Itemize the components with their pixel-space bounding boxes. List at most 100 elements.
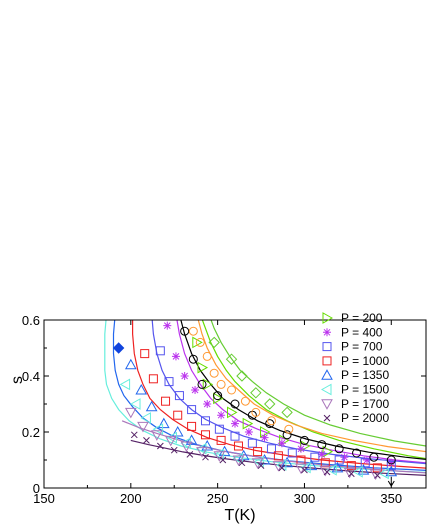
data-point-s2-4 [191,386,200,394]
data-point-s3-3 [174,391,184,401]
data-point-s7-1 [124,407,137,419]
data-point-s5-8 [218,445,231,457]
data-point-s6-14 [352,465,363,478]
data-point-s7-9 [251,458,264,469]
fit-curve-6 [104,320,426,473]
data-point-s6-13 [326,463,337,476]
data-point-s4-14 [372,463,382,473]
legend-marker-2 [323,328,331,337]
legend-marker-6 [320,383,332,396]
data-point-s7-5 [180,441,193,453]
y-tick-label-4: 0.6 [22,313,40,328]
data-point-s3-6 [214,424,224,434]
data-point-s2-14 [362,456,371,464]
data-point-s10-4 [209,368,219,378]
data-point-s9-4 [213,391,223,401]
data-point-s11-5 [264,398,276,410]
data-point-s3-10 [287,448,297,458]
data-point-s3-11 [310,452,320,462]
data-point-s3-9 [266,444,276,454]
data-point-s10-2 [195,337,205,347]
data-point-s8-2 [143,437,150,444]
data-point-s10-7 [240,396,250,406]
data-point-s2-11 [296,444,305,453]
data-point-s5-6 [185,434,198,445]
data-point-s9-10 [317,440,327,450]
legend-label-5: P = 1350 [341,368,389,382]
data-point-s1-4 [202,378,214,391]
data-point-s6-5 [166,431,177,444]
data-point-s4-4 [173,410,183,420]
x-tick-label-4: 300 [294,491,316,506]
data-point-s7-6 [196,447,208,458]
data-point-s8-11 [301,466,308,474]
x-tick-label-2: 200 [120,491,142,506]
data-point-s1-7 [242,417,254,430]
data-point-s9-14 [386,455,396,465]
data-point-s2-5 [203,400,212,408]
data-point-s8-12 [323,468,331,476]
data-point-s6-2 [129,398,141,410]
data-point-s7-4 [164,435,177,447]
data-point-s2-2 [171,352,180,361]
legend-marker-3 [322,342,332,352]
y-tick-label-1: 0 [33,481,40,496]
data-point-s9-3 [197,379,207,389]
data-point-s7-7 [213,451,226,462]
highlight-point [112,342,125,354]
data-point-s1-3 [197,361,209,374]
data-point-s2-12 [317,450,326,459]
data-point-s2-9 [260,433,269,442]
data-point-s3-12 [334,455,344,465]
y-axis-ticks: 0 0.2 0.4 0.6 [22,313,426,496]
data-point-s10-9 [266,416,276,426]
data-point-s1-5 [213,392,224,405]
data-point-s3-8 [247,438,257,448]
data-point-s6-1 [119,378,131,391]
data-point-s5-13 [331,461,344,473]
data-point-s4-7 [216,435,226,445]
data-point-s11-6 [281,406,293,419]
data-point-s7-3 [151,430,163,441]
data-point-s5-3 [145,400,158,412]
data-point-s5-7 [201,439,214,451]
data-point-s5-11 [281,456,293,468]
data-point-s2-7 [231,419,239,428]
legend-marker-1 [322,312,334,324]
data-point-s10-10 [284,424,294,434]
x-tick-label-3: 250 [207,491,229,506]
data-point-s3-7 [230,431,240,441]
legend-marker-8 [323,414,331,422]
data-point-s9-9 [299,435,309,445]
data-point-s11-1 [208,336,220,349]
data-point-s8-1 [130,431,138,439]
data-point-s8-8 [238,459,246,467]
data-point-s4-2 [148,374,158,384]
data-point-s2-8 [244,428,253,436]
data-point-s6-15 [378,467,389,480]
data-point-s9-12 [352,448,362,458]
data-point-s2-13 [340,453,349,462]
data-point-s6-4 [152,423,164,436]
data-point-s5-2 [135,383,148,395]
data-point-s8-6 [202,453,209,461]
data-point-s3-1 [155,346,165,356]
legend-label-8: P = 2000 [341,411,389,425]
data-point-s5-12 [305,459,318,471]
data-point-s11-4 [250,387,262,399]
legend-label-6: P = 1500 [341,383,389,397]
data-point-s9-1 [180,326,190,336]
data-point-s5-4 [157,417,170,429]
data-point-s5-5 [171,425,184,437]
data-point-s4-6 [200,430,210,440]
data-point-s8-13 [347,470,355,478]
x-tick-label-5: 350 [380,491,402,506]
data-point-s1-1 [188,320,190,321]
data-point-s7-8 [232,455,245,467]
data-point-s3-14 [386,461,396,471]
data-point-s10-8 [251,407,261,417]
data-point-s9-8 [282,430,292,440]
fit-curve-7 [121,420,426,474]
